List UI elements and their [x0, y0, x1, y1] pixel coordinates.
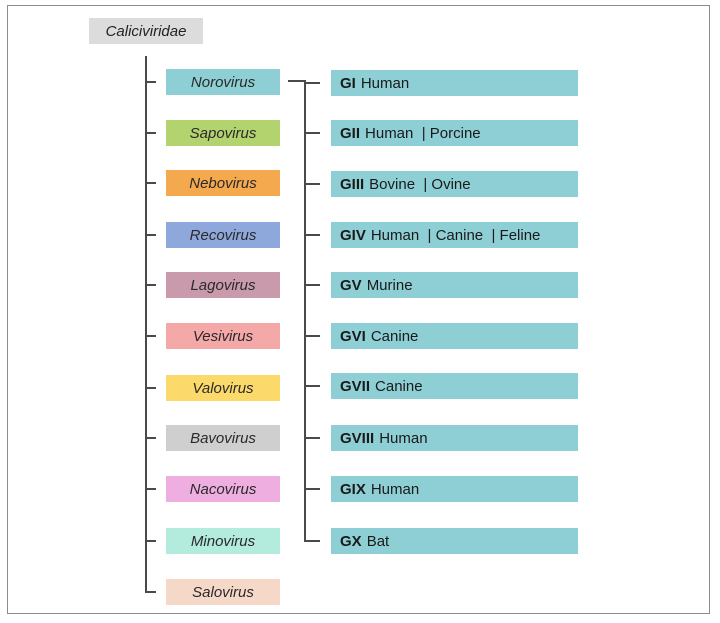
genogroup-code: GVI — [340, 327, 366, 345]
genogroup-hosts: Human — [379, 429, 428, 447]
genogroup-code: GX — [340, 532, 362, 550]
norovirus-link-line — [288, 80, 306, 82]
genogroup-giii: GIII Bovine | Ovine — [331, 171, 578, 197]
genogroup-gi: GI Human — [331, 70, 578, 96]
genogroup-hosts: Canine — [375, 377, 423, 395]
genus-trunk-line — [145, 56, 147, 592]
genus-branch-line — [145, 437, 156, 439]
diagram-frame — [7, 5, 710, 614]
genogroup-branch-line — [304, 82, 320, 84]
genus-branch-line — [145, 132, 156, 134]
genus-branch-line — [145, 591, 156, 593]
genus-branch-line — [145, 540, 156, 542]
genogroup-gv: GV Murine — [331, 272, 578, 298]
genus-branch-line — [145, 488, 156, 490]
genus-recovirus: Recovirus — [166, 222, 280, 248]
genogroup-gix: GIX Human — [331, 476, 578, 502]
genogroup-hosts: Human | Porcine — [365, 124, 481, 142]
genogroup-branch-line — [304, 234, 320, 236]
genogroup-code: GIV — [340, 226, 366, 244]
genogroup-branch-line — [304, 183, 320, 185]
genus-lagovirus: Lagovirus — [166, 272, 280, 298]
genus-norovirus: Norovirus — [166, 69, 280, 95]
genogroup-code: GI — [340, 74, 356, 92]
genogroup-hosts: Canine — [370, 327, 419, 345]
genus-nebovirus: Nebovirus — [166, 170, 280, 196]
genogroup-hosts: Human — [360, 74, 410, 92]
genogroup-branch-line — [304, 335, 320, 337]
genogroup-giv: GIV Human | Canine | Feline — [331, 222, 578, 248]
genogroup-hosts: Human | Canine | Feline — [370, 226, 541, 244]
genus-vesivirus: Vesivirus — [166, 323, 280, 349]
genogroup-code: GIII — [340, 175, 365, 193]
genus-branch-line — [145, 335, 156, 337]
genogroup-gx: GX Bat — [331, 528, 578, 554]
genogroup-gvii: GVII Canine — [331, 373, 578, 399]
genus-minovirus: Minovirus — [166, 528, 280, 554]
genogroup-code: GII — [340, 124, 361, 142]
genogroup-hosts: Murine — [366, 276, 413, 294]
genogroup-branch-line — [304, 132, 320, 134]
genus-nacovirus: Nacovirus — [166, 476, 280, 502]
genogroup-trunk-line — [304, 81, 306, 542]
genus-branch-line — [145, 81, 156, 83]
genogroup-code: GIX — [340, 480, 366, 498]
genogroup-hosts: Bat — [366, 532, 390, 550]
genogroup-hosts: Human — [370, 480, 420, 498]
genogroup-gvi: GVI Canine — [331, 323, 578, 349]
genogroup-branch-line — [304, 488, 320, 490]
genogroup-branch-line — [304, 540, 320, 542]
genus-branch-line — [145, 387, 156, 389]
genogroup-code: GV — [340, 276, 362, 294]
genus-branch-line — [145, 234, 156, 236]
root-family-label: Caliciviridae — [89, 18, 203, 44]
genus-sapovirus: Sapovirus — [166, 120, 280, 146]
genus-branch-line — [145, 182, 156, 184]
genogroup-hosts: Bovine | Ovine — [369, 175, 471, 193]
genogroup-branch-line — [304, 385, 320, 387]
genogroup-gviii: GVIII Human — [331, 425, 578, 451]
genus-valovirus: Valovirus — [166, 375, 280, 401]
genus-branch-line — [145, 284, 156, 286]
genogroup-code: GVII — [340, 377, 371, 395]
genus-bavovirus: Bavovirus — [166, 425, 280, 451]
genus-salovirus: Salovirus — [166, 579, 280, 605]
genogroup-branch-line — [304, 437, 320, 439]
genogroup-branch-line — [304, 284, 320, 286]
genogroup-code: GVIII — [340, 429, 375, 447]
genogroup-gii: GII Human | Porcine — [331, 120, 578, 146]
